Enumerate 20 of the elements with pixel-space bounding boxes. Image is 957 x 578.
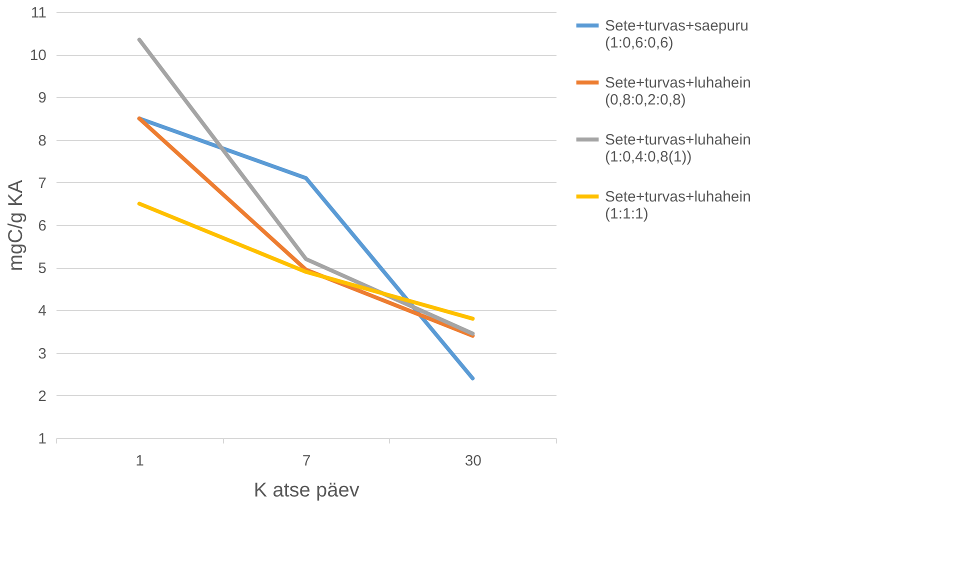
x-axis-title: K atse päev xyxy=(254,480,360,502)
x-tick-label: 7 xyxy=(302,452,311,470)
y-tick-label: 5 xyxy=(38,260,46,278)
y-tick-label: 7 xyxy=(38,174,46,192)
y-tick-label: 8 xyxy=(38,132,46,150)
legend-label: Sete+turvas+luhahein (0,8:0,2:0,8) xyxy=(605,74,751,108)
x-tick-label: 1 xyxy=(136,452,144,470)
y-tick-label: 3 xyxy=(38,345,46,362)
legend-label: Sete+turvas+luhahein (1:0,4:0,8(1)) xyxy=(605,132,751,166)
y-tick-label: 10 xyxy=(30,47,46,64)
y-tick-label: 9 xyxy=(38,90,46,107)
x-tick-label: 30 xyxy=(464,452,482,470)
legend-label: Sete+turvas+saepuru (1:0,6:0,6) xyxy=(605,18,748,52)
y-tick-label: 11 xyxy=(30,4,46,22)
y-axis-title: mgC/g KA xyxy=(4,179,27,272)
y-tick-label: 1 xyxy=(38,430,46,448)
y-tick-label: 4 xyxy=(38,302,46,320)
y-tick-label: 2 xyxy=(38,388,46,405)
y-tick-label: 6 xyxy=(38,218,46,234)
legend-label: Sete+turvas+luhahein (1:1:1) xyxy=(605,188,751,222)
